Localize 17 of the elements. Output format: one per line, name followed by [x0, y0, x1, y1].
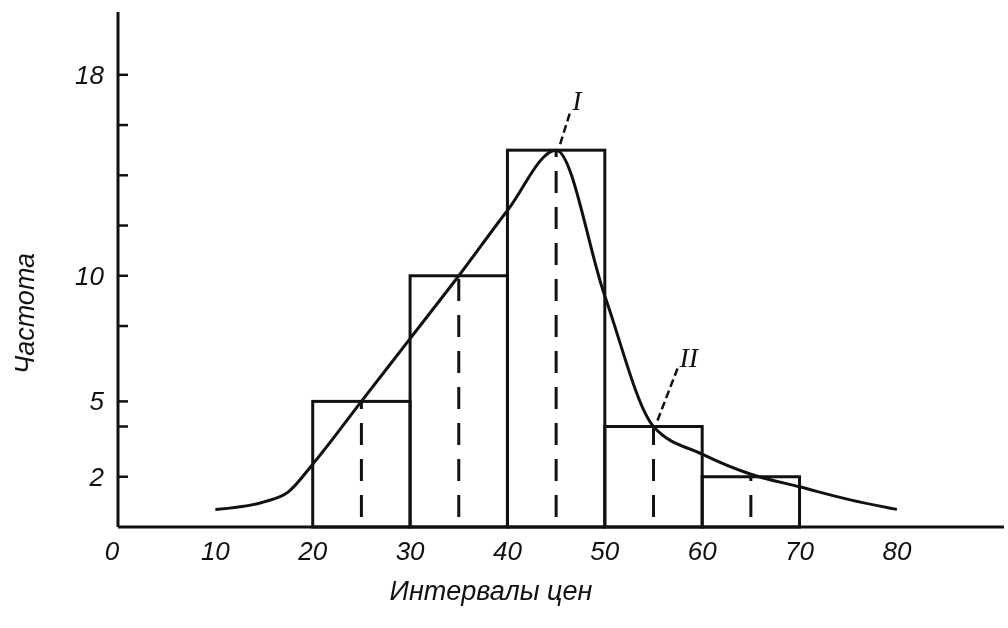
y-tick-label: 5 — [89, 386, 105, 417]
x-tick-label: 50 — [590, 536, 620, 566]
y-tick-label: 10 — [75, 260, 105, 291]
x-tick-label: 80 — [882, 536, 912, 566]
annotation: I — [571, 85, 584, 117]
y-tick-label: 2 — [88, 461, 105, 492]
y-axis-title: Частота — [10, 252, 40, 375]
x-axis-title: Интервалы цен — [389, 576, 593, 606]
x-tick-label: 70 — [785, 536, 815, 566]
y-tick-label: 18 — [75, 59, 105, 90]
annotation: II — [678, 341, 700, 373]
x-tick-label: 20 — [297, 536, 328, 566]
x-tick-label: 60 — [687, 536, 718, 566]
x-tick-label: 30 — [395, 536, 426, 566]
x-tick-label: 40 — [492, 536, 523, 566]
x-tick-label: 0 — [104, 536, 120, 566]
x-tick-label: 10 — [200, 536, 231, 566]
